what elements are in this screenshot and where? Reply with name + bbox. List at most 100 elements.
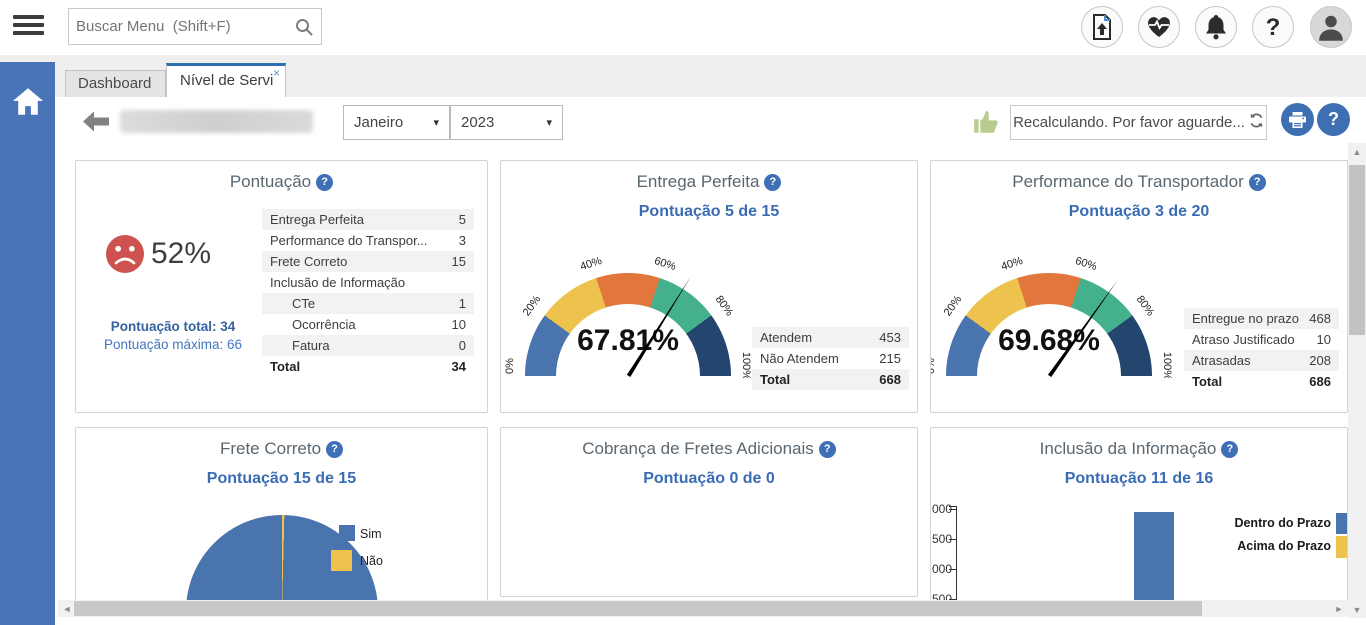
card-title: Entrega Perfeita? <box>501 172 917 192</box>
pontuacao-total: Pontuação total: 34 <box>110 319 236 334</box>
scroll-left-arrow[interactable]: ◄ <box>62 604 72 614</box>
horizontal-scrollbar[interactable]: ◄ ► <box>58 600 1348 617</box>
workspace: Dashboard Nível de Servi × Janeiro ▾ 202… <box>0 55 1366 625</box>
table-row: CTe 1 <box>262 293 474 314</box>
card-subtitle: Pontuação 15 de 15 <box>206 470 357 487</box>
table-row: Inclusão de Informação <box>270 275 406 290</box>
gauge-chart: 0% 20% 40% 60% 80% 100% 69.68% <box>930 238 1184 378</box>
y-tick-label: 000 <box>931 502 952 516</box>
thumbs-up-icon[interactable] <box>973 109 1000 139</box>
table-row: Atendem 453 <box>752 327 909 348</box>
gauge-tick: 20% <box>941 293 965 319</box>
bar-chart-y-axis <box>956 506 957 600</box>
hamburger-menu-icon[interactable] <box>13 15 44 40</box>
scroll-up-arrow[interactable]: ▲ <box>1352 147 1362 157</box>
card-performance-transportador: Performance do Transportador? Pontuação … <box>930 160 1348 413</box>
gauge-tick: 0% <box>504 358 516 374</box>
help-badge-icon[interactable]: ? <box>326 441 344 458</box>
status-message: Recalculando. Por favor aguarde... <box>1013 114 1245 131</box>
pontuacao-table: Entrega Perfeita 5 Performance do Transpo… <box>262 209 474 377</box>
notifications-bell-icon[interactable] <box>1195 6 1237 48</box>
help-icon[interactable]: ? <box>1252 6 1294 48</box>
pontuacao-maxima: Pontuação máxima: 66 <box>103 337 243 352</box>
scroll-right-arrow[interactable]: ► <box>1334 604 1344 614</box>
top-bar: ? <box>0 0 1366 55</box>
tab-label: Nível de Servi <box>180 72 274 89</box>
card-subtitle: Pontuação 0 de 0 <box>643 470 775 487</box>
help-badge-icon[interactable]: ? <box>764 174 782 191</box>
tab-close-icon[interactable]: × <box>272 66 280 80</box>
print-button[interactable] <box>1281 103 1314 136</box>
table-row: Ocorrência 10 <box>292 317 466 332</box>
left-sidebar <box>0 62 55 625</box>
table-row: Entrega Perfeita 5 <box>262 209 474 230</box>
chevron-down-icon: ▾ <box>546 117 552 129</box>
recalculating-status: Recalculando. Por favor aguarde... <box>1010 105 1267 140</box>
scroll-down-arrow[interactable]: ▼ <box>1352 605 1362 615</box>
table-row: Fatura 0 <box>262 335 474 356</box>
month-dropdown[interactable]: Janeiro ▾ <box>343 105 450 140</box>
card-subtitle: Pontuação 11 de 16 <box>1064 470 1214 487</box>
home-icon[interactable] <box>13 88 43 120</box>
card-frete-correto: Frete Correto? Pontuação 15 de 15 Sim Nã… <box>75 427 488 600</box>
table-row: Entregue no prazo 468 <box>1184 308 1339 329</box>
back-arrow-icon[interactable] <box>83 111 109 137</box>
sync-spinner-icon <box>1249 113 1264 132</box>
chevron-down-icon: ▾ <box>433 117 439 129</box>
card-pontuacao: Pontuação? 52% Pontuação total: 34 Pontu… <box>75 160 488 413</box>
score-percent: 52% <box>151 237 212 270</box>
vertical-scroll-thumb[interactable] <box>1349 165 1365 335</box>
y-tick-label: 500 <box>931 532 952 546</box>
card-title: Performance do Transportador? <box>931 172 1347 192</box>
vertical-scrollbar[interactable]: ▲ ▼ <box>1348 143 1366 618</box>
gauge-tick: 40% <box>578 254 604 274</box>
help-badge-icon[interactable]: ? <box>1221 441 1239 458</box>
table-row: Não Atendem 215 <box>760 351 901 366</box>
menu-search-box <box>68 8 322 45</box>
gauge-tick: 80% <box>1133 293 1157 319</box>
help-badge-icon[interactable]: ? <box>1248 174 1266 191</box>
gauge-tick: 0% <box>930 358 937 374</box>
cards-scroll-area: Pontuação? 52% Pontuação total: 34 Pontu… <box>55 143 1348 600</box>
help-badge-icon[interactable]: ? <box>818 441 836 458</box>
tab-nivel-de-servico[interactable]: Nível de Servi × <box>166 63 286 97</box>
card-title: Cobrança de Fretes Adicionais? <box>501 439 917 459</box>
horizontal-scroll-thumb[interactable] <box>74 601 1202 616</box>
search-input[interactable] <box>69 9 287 44</box>
search-icon[interactable] <box>287 17 321 37</box>
table-row: Atrasadas 208 <box>1184 350 1339 371</box>
performance-table: Entregue no prazo 468 Atraso Justificado 1… <box>1184 308 1339 392</box>
user-avatar[interactable] <box>1310 6 1352 48</box>
table-row: Atraso Justificado 10 <box>1192 332 1331 347</box>
score-totals: Pontuação total: 34 Pontuação máxima: 66 <box>84 319 262 352</box>
tab-dashboard[interactable]: Dashboard <box>65 70 166 97</box>
legend-swatch-acima <box>1336 536 1347 558</box>
table-row-total: Total 668 <box>752 369 909 390</box>
gauge-value: 67.81% <box>577 324 679 357</box>
help-button[interactable]: ? <box>1317 103 1350 136</box>
card-inclusao-informacao: Inclusão da Informação? Pontuação 11 de … <box>930 427 1348 600</box>
svg-text:?: ? <box>1266 14 1281 40</box>
table-row-total: Total 34 <box>270 359 466 374</box>
help-badge-icon[interactable]: ? <box>316 174 334 191</box>
month-value: Janeiro <box>354 114 404 131</box>
table-row-total: Total 686 <box>1192 374 1331 389</box>
document-upload-icon[interactable] <box>1081 6 1123 48</box>
legend-label-acima: Acima do Prazo <box>1237 539 1331 553</box>
gauge-chart: 0% 20% 40% 60% 80% 100% 67.81% <box>501 238 763 378</box>
card-cobranca-fretes: Cobrança de Fretes Adicionais? Pontuação… <box>500 427 918 597</box>
dashboard-toolbar: Janeiro ▾ 2023 ▾ Recalculando. Por favor… <box>55 97 1366 143</box>
tab-label: Dashboard <box>78 75 152 92</box>
health-pulse-icon[interactable] <box>1138 6 1180 48</box>
card-entrega-perfeita: Entrega Perfeita? Pontuação 5 de 15 0% 2… <box>500 160 918 413</box>
legend-swatch-dentro <box>1336 513 1347 534</box>
gauge-tick: 20% <box>520 293 544 319</box>
gauge-tick: 40% <box>999 254 1025 274</box>
card-subtitle: Pontuação 3 de 20 <box>1068 203 1210 220</box>
legend-swatch-nao <box>331 550 352 571</box>
legend-label-sim: Sim <box>360 527 382 541</box>
gauge-tick: 60% <box>652 254 678 274</box>
year-dropdown[interactable]: 2023 ▾ <box>450 105 563 140</box>
card-title: Pontuação? <box>76 172 487 192</box>
